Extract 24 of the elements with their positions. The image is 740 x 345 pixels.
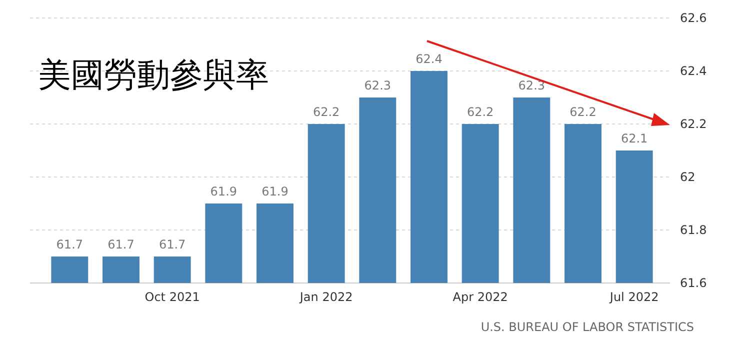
data-label: 62.2 [570,105,596,119]
data-label: 61.9 [262,184,288,198]
x-tick-label: Jan 2022 [298,290,353,304]
x-tick-label: Jul 2022 [608,290,659,304]
data-label: 62.2 [466,105,494,119]
y-tick-label: 62.2 [680,117,707,131]
y-tick-label: 62.6 [680,11,707,25]
y-tick-label: 61.6 [680,276,707,290]
y-tick-label: 62.4 [680,64,707,78]
y-tick-label: 61.8 [680,223,707,237]
data-label: 61.7 [56,238,84,252]
data-label: 61.7 [158,238,186,252]
data-label: 62.3 [518,78,546,92]
y-tick-label: 62 [680,170,696,184]
x-tick-label: Apr 2022 [452,290,508,304]
data-label: 61.7 [108,238,134,252]
data-label: 62.3 [364,78,392,92]
text: U.S. BUREAU OF LABOR STATISTICS [480,320,694,334]
x-tick-label: Oct 2021 [144,290,200,304]
data-label: 62.4 [416,52,442,66]
data-label: 61.9 [210,184,238,198]
text: 美國勞動參與率 [38,55,269,94]
data-label: 62.1 [620,132,648,146]
data-label: 62.2 [312,105,340,119]
